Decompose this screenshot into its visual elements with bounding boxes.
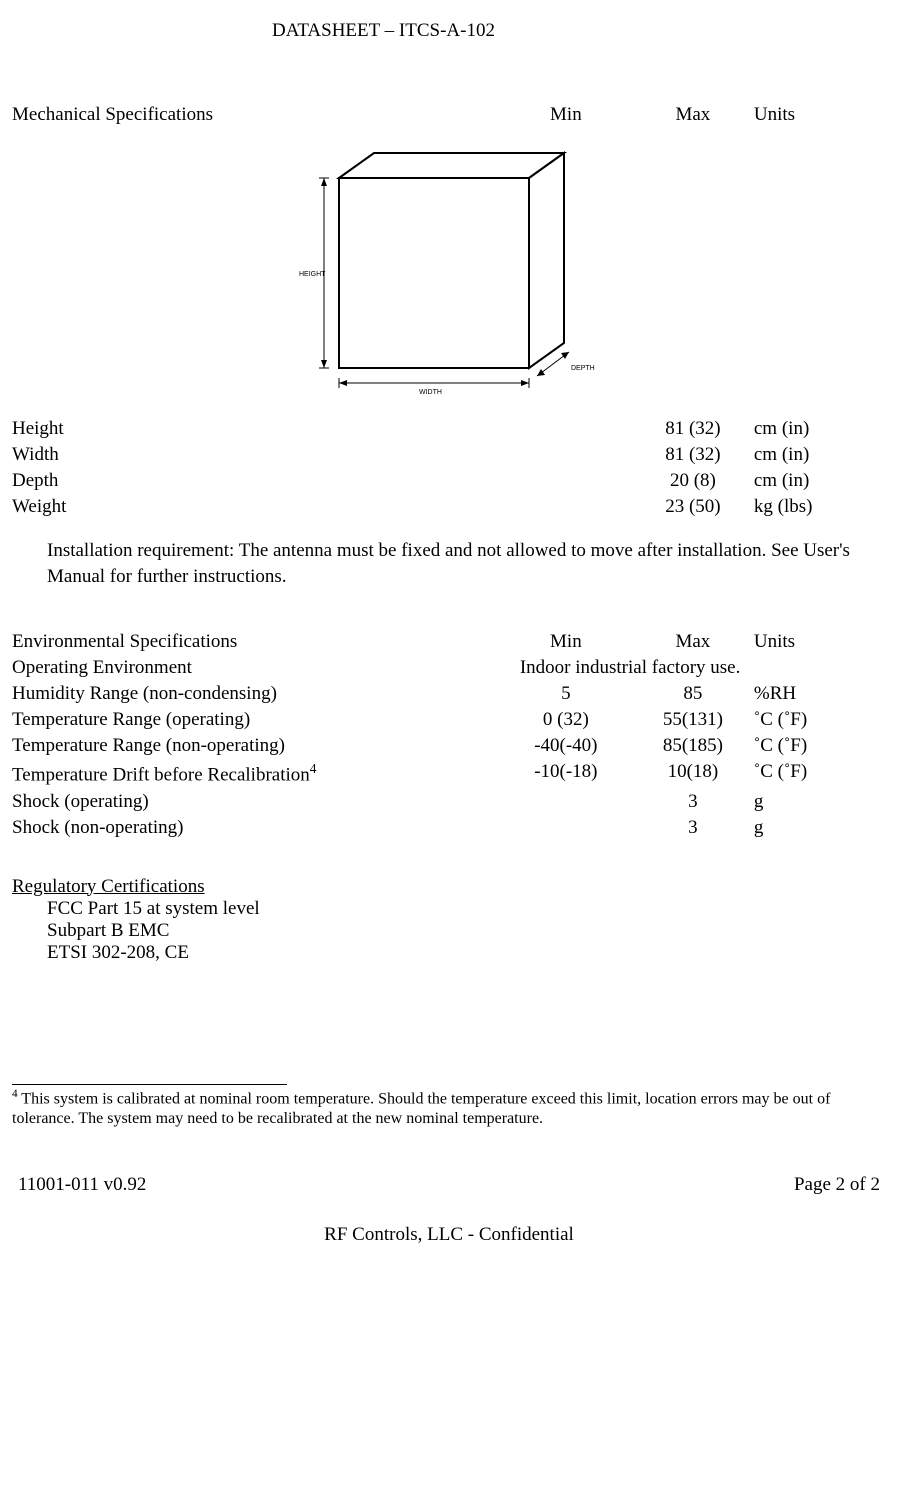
spec-units: ˚C (˚F) [754,707,886,733]
installation-note: Installation requirement: The antenna mu… [12,520,886,629]
table-row: Height 81 (32) cm (in) [12,416,886,442]
spec-min [500,442,632,468]
env-col-units: Units [754,629,886,655]
spec-max: 81 (32) [632,442,754,468]
width-label: WIDTH [419,389,442,396]
env-spec-table: Environmental Specifications Min Max Uni… [12,629,886,840]
spec-label: Weight [12,494,500,520]
spec-span: Indoor industrial factory use. [500,655,886,681]
spec-max: 23 (50) [632,494,754,520]
table-row: Temperature Drift before Recalibration4 … [12,759,886,788]
table-row: Operating Environment Indoor industrial … [12,655,886,681]
spec-min: -10(-18) [500,759,632,788]
footnote-rule [12,1084,287,1085]
table-row: Temperature Range (non-operating) -40(-4… [12,733,886,759]
diagram-row: HEIGHT WIDTH DEPTH [12,128,886,416]
spec-max: 3 [632,789,754,815]
spec-min: 0 (32) [500,707,632,733]
footer-center: RF Controls, LLC - Confidential [12,1224,886,1246]
spec-units: cm (in) [754,416,886,442]
spec-label: Temperature Range (operating) [12,707,500,733]
spec-max: 20 (8) [632,468,754,494]
spec-units: %RH [754,681,886,707]
spec-min [500,494,632,520]
spec-label: Temperature Range (non-operating) [12,733,500,759]
page-title: DATASHEET – ITCS-A-102 [272,20,886,42]
spec-label: Shock (operating) [12,789,500,815]
mech-col-max: Max [632,102,754,128]
footer-right: Page 2 of 2 [794,1174,880,1196]
env-col-min: Min [500,629,632,655]
spec-min [500,815,632,841]
table-row: Width 81 (32) cm (in) [12,442,886,468]
footnote-ref: 4 [310,761,317,776]
table-row: Temperature Range (operating) 0 (32) 55(… [12,707,886,733]
spec-max: 81 (32) [632,416,754,442]
spec-max: 85 [632,681,754,707]
spec-min [500,416,632,442]
env-col-max: Max [632,629,754,655]
dimension-box-icon: HEIGHT WIDTH DEPTH [289,138,609,398]
spec-min: -40(-40) [500,733,632,759]
spec-units: ˚C (˚F) [754,759,886,788]
spec-units: ˚C (˚F) [754,733,886,759]
mech-heading: Mechanical Specifications [12,102,500,128]
mech-header-row: Mechanical Specifications Min Max Units [12,102,886,128]
spec-min [500,789,632,815]
mech-spec-table: Mechanical Specifications Min Max Units [12,102,886,520]
spec-label: Temperature Drift before Recalibration4 [12,759,500,788]
env-header-row: Environmental Specifications Min Max Uni… [12,629,886,655]
spec-label: Width [12,442,500,468]
regulatory-heading: Regulatory Certifications [12,841,886,898]
spec-label: Height [12,416,500,442]
table-row: Shock (non-operating) 3 g [12,815,886,841]
spec-units: kg (lbs) [754,494,886,520]
footer-left: 11001-011 v0.92 [18,1174,146,1196]
table-row: Humidity Range (non-condensing) 5 85 %RH [12,681,886,707]
spec-min: 5 [500,681,632,707]
spec-max: 3 [632,815,754,841]
footer: 11001-011 v0.92 Page 2 of 2 [12,1174,886,1196]
table-row: Depth 20 (8) cm (in) [12,468,886,494]
reg-item: ETSI 302-208, CE [12,942,886,964]
table-row: Weight 23 (50) kg (lbs) [12,494,886,520]
depth-label: DEPTH [571,365,595,372]
mech-col-min: Min [500,102,632,128]
spec-label: Shock (non-operating) [12,815,500,841]
spec-max: 10(18) [632,759,754,788]
spec-label: Depth [12,468,500,494]
spec-units: g [754,789,886,815]
reg-item: Subpart B EMC [12,920,886,942]
spec-units: cm (in) [754,468,886,494]
spec-units: g [754,815,886,841]
reg-item: FCC Part 15 at system level [12,898,886,920]
spec-max: 55(131) [632,707,754,733]
table-row: Shock (operating) 3 g [12,789,886,815]
height-label: HEIGHT [299,271,326,278]
spec-max: 85(185) [632,733,754,759]
spec-label: Humidity Range (non-condensing) [12,681,500,707]
spec-units: cm (in) [754,442,886,468]
mech-col-units: Units [754,102,886,128]
env-heading: Environmental Specifications [12,629,500,655]
footnote: 4 This system is calibrated at nominal r… [12,1087,886,1129]
box-diagram: HEIGHT WIDTH DEPTH [12,138,886,398]
spec-min [500,468,632,494]
spec-label: Operating Environment [12,655,500,681]
